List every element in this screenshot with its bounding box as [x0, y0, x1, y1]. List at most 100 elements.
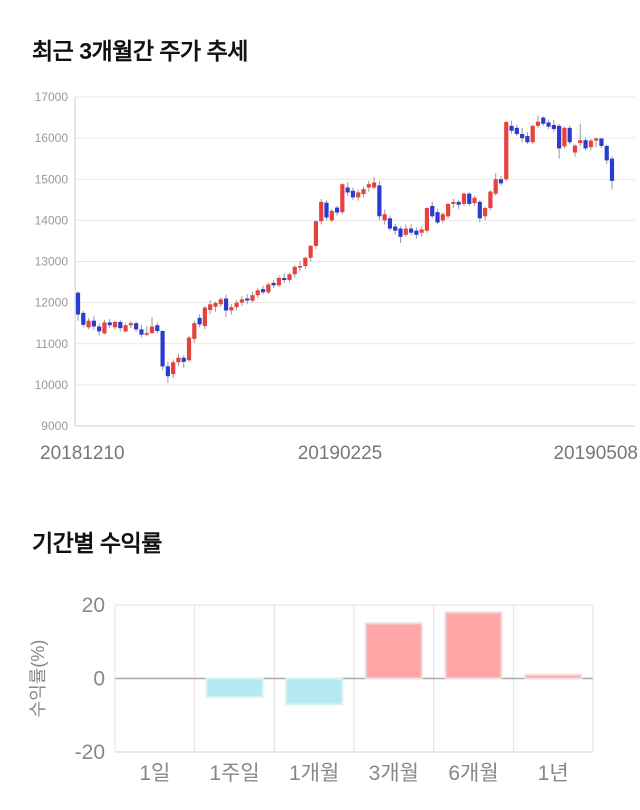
candlestick-up — [239, 296, 245, 306]
candle-body — [572, 145, 578, 153]
candle-body — [186, 337, 192, 361]
candlestick-down — [97, 323, 102, 336]
candlestick-down — [567, 125, 572, 145]
return-bar-positive — [444, 611, 503, 680]
candlestick-down — [430, 201, 435, 219]
candlestick-down — [514, 124, 519, 137]
price-chart: 17000 16000 15000 14000 13000 12000 11000 10000… — [35, 90, 638, 464]
candlestick-up — [86, 318, 91, 330]
candlestick-down — [160, 330, 165, 371]
candle-body — [192, 323, 197, 339]
candlestick-up — [504, 120, 509, 182]
candlestick-up — [276, 275, 282, 287]
candlestick-up — [356, 189, 361, 201]
candle-body — [387, 218, 393, 229]
candle-body — [202, 307, 207, 327]
candle-body — [112, 321, 118, 328]
candle-body — [583, 140, 588, 149]
candlestick-down — [75, 291, 81, 321]
candle-body — [493, 179, 498, 194]
candlestick-down — [377, 180, 382, 221]
candle-body — [440, 214, 445, 221]
return-bar-negative — [285, 677, 344, 706]
candlestick-up — [128, 321, 133, 329]
candle-body — [308, 245, 313, 258]
candlestick-down — [393, 223, 398, 235]
candlestick-up — [572, 144, 578, 157]
candle-body — [525, 136, 530, 143]
candlestick-down — [118, 320, 123, 332]
candlestick-up — [255, 287, 260, 299]
candlestick-up — [303, 256, 308, 269]
returns-category-label: 1개월 — [289, 762, 339, 785]
price-chart-title: 최근 3개월간 주가 추세 — [32, 38, 248, 64]
candlestick-down — [245, 293, 250, 305]
candlestick-up — [308, 245, 313, 262]
candle-body — [567, 127, 572, 143]
candlestick-up — [292, 265, 297, 278]
candle-body — [255, 290, 260, 296]
candle-body — [91, 320, 96, 327]
candle-body — [451, 201, 456, 204]
candlestick-up — [371, 177, 377, 190]
candlestick-down — [223, 294, 229, 318]
candlestick-down — [435, 208, 440, 225]
candle-body — [562, 127, 567, 147]
candle-body — [435, 212, 440, 223]
candle-body — [551, 124, 556, 130]
price-x-tick-label: 20190508 — [553, 443, 638, 464]
candlestick-down — [260, 285, 266, 295]
candle-body — [118, 321, 123, 329]
candle-body — [181, 357, 186, 362]
candlestick-down — [350, 187, 356, 200]
candle-body — [472, 197, 477, 204]
candle-body — [609, 158, 615, 181]
candlestick-down — [165, 361, 170, 383]
candle-body — [504, 122, 509, 180]
candle-body — [535, 121, 541, 126]
candle-body — [414, 230, 419, 235]
price-y-tick-label: 12000 — [35, 296, 69, 310]
candle-body — [303, 257, 308, 267]
candlestick-down — [609, 156, 615, 190]
candle-body — [313, 221, 319, 246]
candle-body — [334, 207, 340, 213]
candlestick-down — [456, 199, 461, 209]
candle-body — [75, 292, 81, 315]
returns-category-label: 1주일 — [209, 762, 259, 785]
candlestick-up — [144, 326, 149, 337]
candlestick-up — [588, 138, 593, 151]
candle-body — [578, 140, 583, 144]
candlestick-down — [282, 273, 287, 283]
candle-body — [456, 201, 461, 205]
candlestick-up — [403, 224, 408, 237]
candle-body — [250, 295, 255, 301]
candle-body — [382, 214, 387, 221]
candlestick-down — [557, 124, 562, 159]
candlestick-up — [366, 180, 371, 192]
candlestick-up — [472, 195, 477, 206]
candlestick-down — [414, 227, 419, 239]
price-y-tick-label: 9000 — [41, 419, 68, 433]
returns-category-label: 6개월 — [448, 762, 498, 785]
candle-body — [81, 312, 86, 325]
returns-category-label: 3개월 — [369, 762, 419, 785]
candlestick-up — [229, 304, 234, 315]
candlestick-down — [134, 321, 139, 333]
candlestick-down — [467, 191, 472, 206]
candlestick-up — [202, 305, 207, 329]
candlestick-up — [313, 220, 319, 250]
candlestick-down — [197, 314, 202, 328]
candlestick-up — [266, 282, 271, 294]
candlestick-down — [541, 116, 546, 126]
candle-body — [530, 125, 535, 143]
candlestick-up — [483, 206, 488, 221]
return-bar-positive — [364, 622, 423, 680]
candlestick-up — [213, 301, 218, 312]
candle-body — [223, 298, 229, 311]
candlestick-down — [604, 144, 609, 164]
candlestick-down — [155, 322, 160, 334]
candlestick-up — [176, 353, 181, 366]
returns-chart: 20 0 -20 수익률(%) 1일 1주일 1개월 3개월 6개월 1년 — [28, 594, 594, 785]
price-y-tick-label: 14000 — [35, 213, 69, 227]
